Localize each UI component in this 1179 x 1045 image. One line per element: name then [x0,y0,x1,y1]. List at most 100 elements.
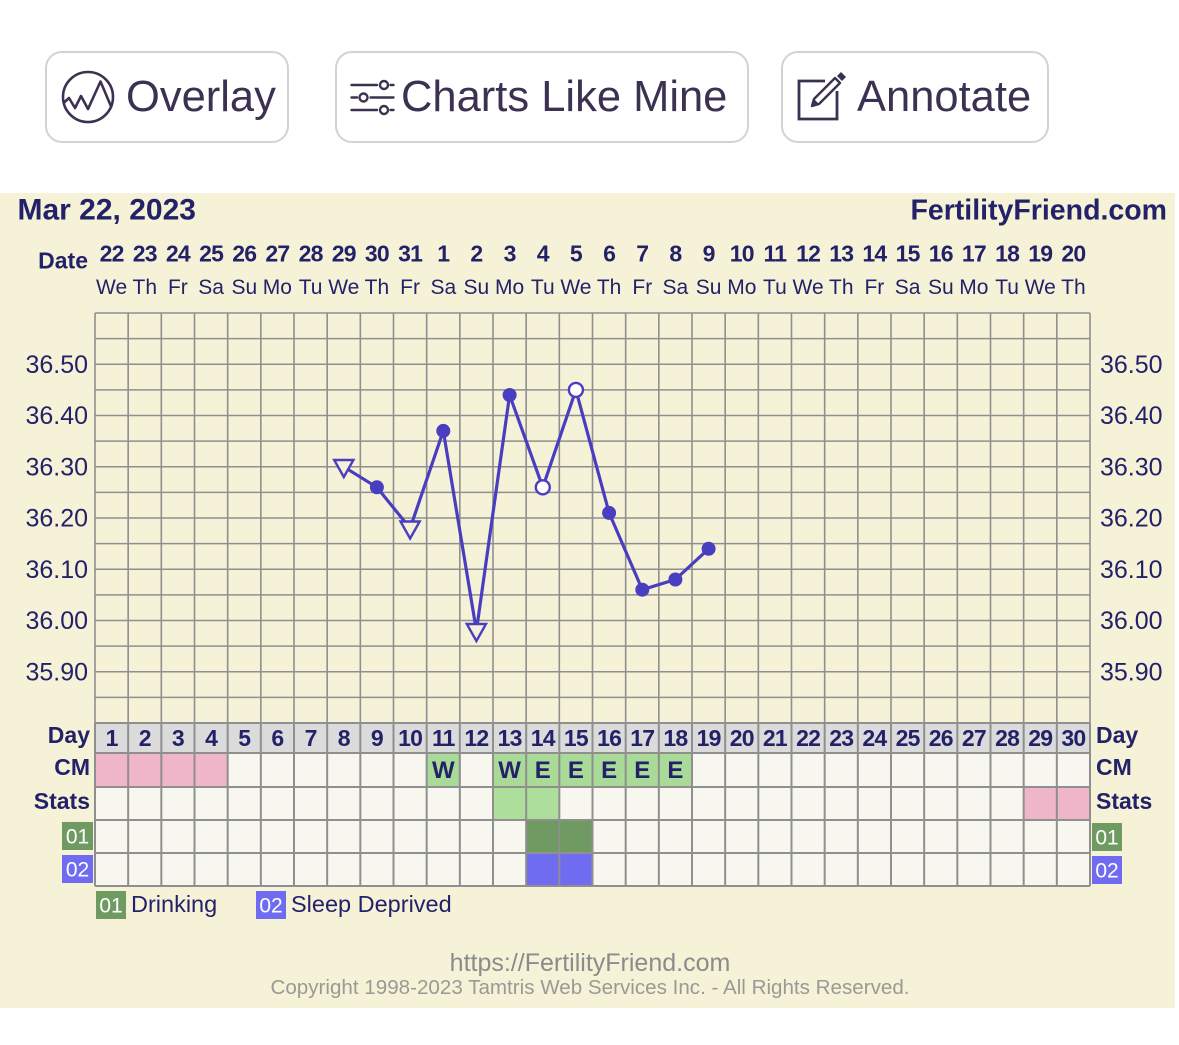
svg-text:Tu: Tu [531,276,555,299]
svg-text:17: 17 [962,241,986,267]
svg-text:Fr: Fr [632,276,652,299]
svg-text:Fr: Fr [400,276,420,299]
svg-text:2: 2 [470,241,482,267]
svg-text:Fr: Fr [864,276,884,299]
svg-text:20: 20 [730,725,754,751]
svg-text:18: 18 [663,725,688,751]
svg-text:01: 01 [1095,827,1118,850]
svg-text:13: 13 [829,241,853,267]
svg-text:Sleep Deprived: Sleep Deprived [291,891,452,917]
svg-text:20: 20 [1061,241,1085,267]
svg-text:FertilityFriend.com: FertilityFriend.com [910,195,1167,227]
svg-text:https://FertilityFriend.com: https://FertilityFriend.com [450,949,731,977]
svg-text:4: 4 [205,725,218,751]
svg-text:12: 12 [796,241,820,267]
svg-text:25: 25 [896,725,921,751]
svg-text:15: 15 [896,241,921,267]
svg-text:10: 10 [398,725,422,751]
svg-text:Tu: Tu [995,276,1019,299]
svg-text:Su: Su [696,276,722,299]
svg-text:36.40: 36.40 [1100,402,1163,430]
svg-text:36.30: 36.30 [1100,453,1163,481]
svg-text:Mo: Mo [495,276,524,299]
svg-text:02: 02 [1095,860,1118,883]
svg-text:Sa: Sa [663,276,689,299]
svg-text:01: 01 [99,895,122,918]
svg-text:27: 27 [962,725,986,751]
svg-text:36.10: 36.10 [25,556,88,584]
svg-text:E: E [601,757,617,784]
svg-text:Date: Date [38,248,88,274]
svg-text:Copyright 1998-2023 Tamtris We: Copyright 1998-2023 Tamtris Web Services… [270,976,909,999]
svg-text:Sa: Sa [198,276,224,299]
svg-text:Fr: Fr [168,276,188,299]
svg-text:16: 16 [597,725,621,751]
svg-text:22: 22 [796,725,820,751]
svg-text:W: W [432,757,455,784]
svg-text:36.00: 36.00 [25,607,88,635]
svg-text:11: 11 [432,725,456,751]
svg-text:1: 1 [437,241,450,267]
svg-text:15: 15 [564,725,589,751]
svg-text:36.00: 36.00 [1100,607,1163,635]
svg-text:Tu: Tu [763,276,787,299]
svg-text:36.50: 36.50 [25,351,88,379]
svg-text:35.90: 35.90 [25,658,88,686]
svg-text:Mo: Mo [263,276,292,299]
svg-text:Th: Th [365,276,390,299]
svg-text:36.50: 36.50 [1100,351,1163,379]
svg-text:Day: Day [48,722,90,748]
svg-text:Mar 22, 2023: Mar 22, 2023 [18,194,196,227]
svg-text:22: 22 [100,241,124,267]
svg-text:E: E [535,757,551,784]
svg-text:11: 11 [764,241,788,267]
svg-text:25: 25 [199,241,224,267]
svg-text:2: 2 [139,725,151,751]
svg-text:24: 24 [166,241,191,267]
svg-text:10: 10 [730,241,754,267]
svg-text:3: 3 [504,241,516,267]
svg-text:Day: Day [1096,722,1138,748]
svg-text:Mo: Mo [727,276,756,299]
svg-text:30: 30 [365,241,389,267]
svg-text:23: 23 [133,241,157,267]
svg-text:19: 19 [1028,241,1052,267]
svg-text:Stats: Stats [1096,788,1152,814]
svg-text:36.20: 36.20 [1100,505,1163,533]
svg-text:Mo: Mo [959,276,988,299]
svg-text:35.90: 35.90 [1100,658,1163,686]
svg-text:Th: Th [597,276,622,299]
svg-text:5: 5 [570,241,583,267]
svg-text:36.40: 36.40 [25,402,88,430]
svg-text:02: 02 [259,895,282,918]
svg-text:CM: CM [54,754,90,780]
svg-text:6: 6 [271,725,283,751]
svg-text:19: 19 [697,725,721,751]
svg-text:36.10: 36.10 [1100,556,1163,584]
svg-text:Su: Su [928,276,954,299]
svg-text:E: E [634,757,650,784]
svg-text:14: 14 [531,725,556,751]
svg-text:31: 31 [398,241,423,267]
svg-text:36.20: 36.20 [25,505,88,533]
svg-text:5: 5 [238,725,251,751]
svg-text:We: We [560,276,591,299]
svg-text:30: 30 [1061,725,1085,751]
svg-text:E: E [667,757,683,784]
svg-text:We: We [328,276,359,299]
svg-text:Stats: Stats [34,788,90,814]
svg-text:16: 16 [929,241,953,267]
svg-text:Th: Th [1061,276,1086,299]
svg-text:Tu: Tu [299,276,323,299]
svg-text:28: 28 [995,725,1020,751]
svg-text:1: 1 [106,725,119,751]
svg-text:01: 01 [66,826,89,849]
svg-text:7: 7 [305,725,317,751]
svg-text:Th: Th [133,276,158,299]
svg-text:26: 26 [232,241,256,267]
svg-text:4: 4 [537,241,550,267]
svg-text:Th: Th [829,276,854,299]
svg-text:Sa: Sa [430,276,456,299]
svg-text:3: 3 [172,725,184,751]
svg-text:9: 9 [703,241,715,267]
